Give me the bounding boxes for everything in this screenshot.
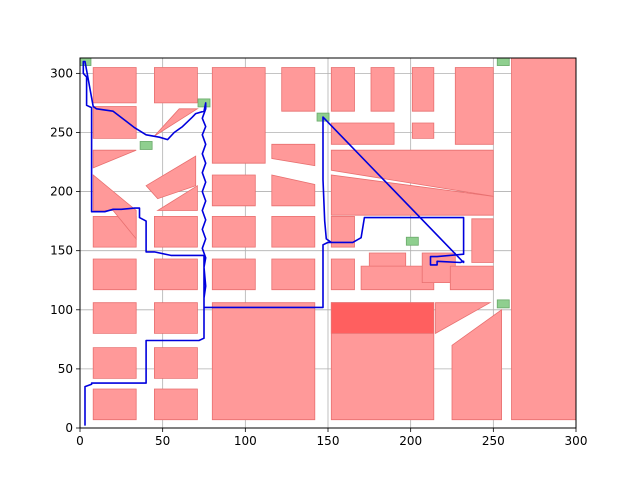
highlighted-obstacle — [330, 302, 435, 334]
obstacle — [156, 184, 198, 211]
y-tick-label: 250 — [50, 125, 73, 139]
y-tick-label: 100 — [50, 303, 73, 317]
x-tick-label: 200 — [399, 434, 422, 448]
obstacle — [330, 67, 355, 112]
waypoint-marker — [496, 58, 510, 66]
obstacle — [92, 388, 137, 421]
obstacle — [370, 67, 395, 112]
path-layer — [82, 60, 465, 426]
waypoint-marker — [496, 299, 510, 309]
x-tick-label: 150 — [317, 434, 340, 448]
y-tick-label: 0 — [65, 421, 73, 435]
obstacle — [511, 58, 576, 421]
obstacle — [271, 143, 316, 167]
obstacle — [211, 258, 256, 291]
x-tick-label: 100 — [234, 434, 257, 448]
obstacle — [330, 258, 355, 291]
obstacle — [153, 347, 198, 379]
obstacle — [92, 67, 137, 104]
y-tick-label: 150 — [50, 244, 73, 258]
obstacle — [451, 309, 503, 421]
x-tick-label: 300 — [565, 434, 588, 448]
obstacle — [211, 215, 256, 248]
obstacle — [271, 215, 316, 248]
route-path — [82, 60, 465, 426]
obstacle — [153, 388, 198, 421]
obstacle — [411, 122, 435, 139]
obstacle — [330, 149, 494, 197]
waypoint-marker — [197, 98, 211, 108]
obstacle — [92, 106, 137, 139]
obstacle — [145, 155, 197, 200]
x-axis: 0 50 100 150 200 250 300 — [76, 428, 587, 448]
obstacle — [211, 174, 256, 207]
obstacle — [153, 215, 198, 248]
obstacle — [211, 67, 266, 164]
obstacle — [330, 215, 355, 248]
waypoint-marker — [139, 141, 153, 150]
obstacle — [271, 174, 316, 207]
obstacle-layer — [92, 58, 576, 421]
y-axis: 0 50 100 150 200 250 300 — [50, 66, 80, 435]
obstacle — [92, 149, 137, 169]
y-tick-label: 50 — [58, 362, 73, 376]
obstacle — [92, 347, 137, 379]
obstacle — [281, 67, 316, 112]
y-tick-label: 300 — [50, 66, 73, 80]
obstacle — [211, 302, 316, 421]
y-tick-label: 200 — [50, 185, 73, 199]
obstacle — [153, 67, 198, 104]
waypoint-marker — [405, 236, 419, 246]
obstacle — [92, 258, 137, 291]
obstacle — [153, 302, 198, 334]
obstacle — [92, 302, 137, 334]
obstacle — [330, 122, 395, 145]
obstacle — [449, 265, 494, 291]
obstacle — [411, 67, 435, 112]
obstacle — [471, 218, 494, 263]
x-tick-label: 50 — [155, 434, 170, 448]
obstacle — [271, 258, 316, 291]
obstacle — [435, 302, 492, 335]
x-tick-label: 0 — [76, 434, 84, 448]
x-tick-label: 250 — [482, 434, 505, 448]
obstacle — [153, 258, 198, 291]
obstacle — [154, 108, 199, 137]
obstacle — [454, 67, 494, 145]
